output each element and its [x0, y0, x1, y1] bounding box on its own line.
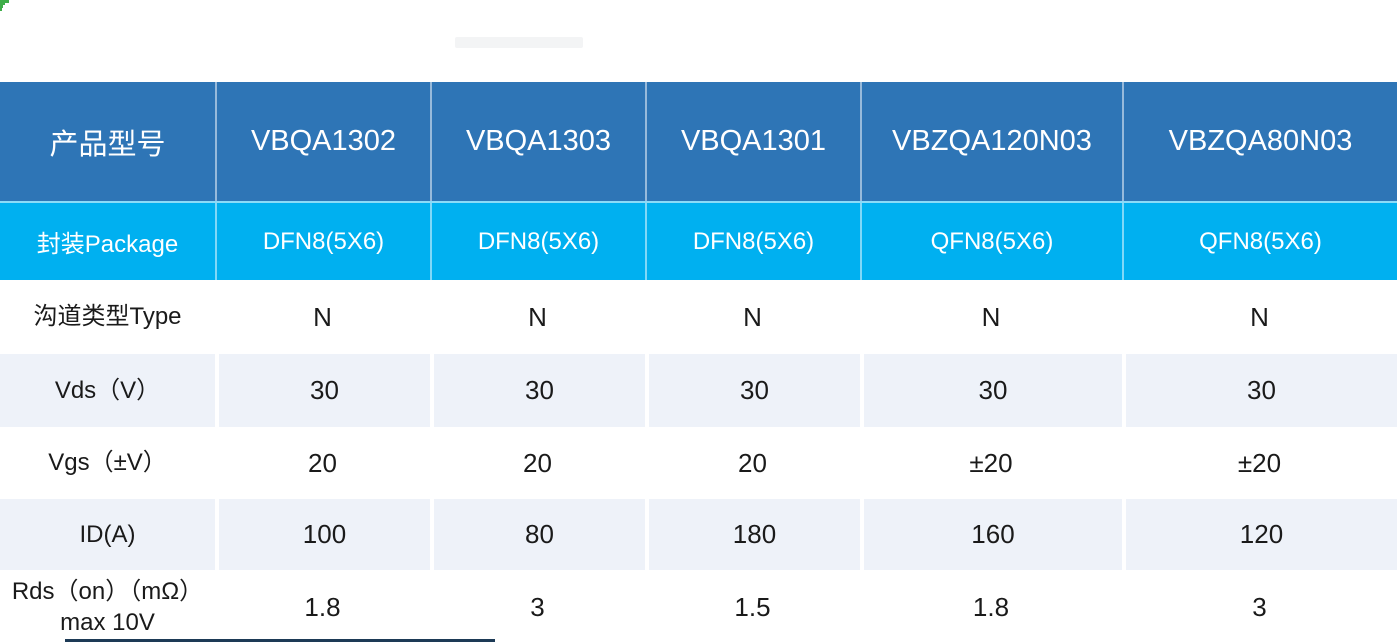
cell-value: 1.8 [304, 591, 341, 622]
cell-value: DFN8(5X6) [645, 203, 860, 280]
cell-value: N [313, 301, 332, 332]
cell-value: 120 [1122, 499, 1397, 570]
cell-value: 30 [645, 354, 860, 427]
cell-value: QFN8(5X6) [1122, 203, 1397, 280]
cell-value: 30 [860, 354, 1122, 427]
faint-watermark [455, 37, 583, 48]
row-label: Vgs（±V） [48, 449, 167, 477]
cell-value: 3 [530, 591, 545, 622]
row-label: 封装Package [36, 231, 179, 258]
cell-value: 160 [860, 499, 1122, 570]
cell-value: 100 [215, 499, 430, 570]
cell-value: DFN8(5X6) [430, 203, 645, 280]
cell-value: 180 [645, 499, 860, 570]
cell-value: 80 [430, 499, 645, 570]
header-cell-model-1: VBQA1302 [215, 82, 430, 201]
cell-value: 30 [215, 354, 430, 427]
cell-value: 20 [308, 447, 337, 478]
table-row-vgs: Vgs（±V） 20 20 20 ±20 ±20 [0, 427, 1397, 499]
table-row-package: 封装Package DFN8(5X6) DFN8(5X6) DFN8(5X6) … [0, 201, 1397, 280]
cell-value: N [1250, 301, 1269, 332]
header-cell-model-5: VBZQA80N03 [1122, 82, 1397, 201]
cell-value: 1.5 [734, 591, 771, 622]
header-cell-model-2: VBQA1303 [430, 82, 645, 201]
table-row-id: ID(A) 100 80 180 160 120 [0, 499, 1397, 570]
cell-value: 1.8 [972, 591, 1010, 622]
cell-value: ±20 [1237, 447, 1282, 478]
row-label: Rds（on）（mΩ）max 10V [11, 577, 204, 636]
table-row-channel-type: 沟道类型Type N N N N N [0, 280, 1397, 354]
product-spec-table: 产品型号 VBQA1302 VBQA1303 VBQA1301 VBZQA120… [0, 82, 1397, 642]
header-cell-product-model: 产品型号 [49, 128, 166, 161]
header-cell-model-4: VBZQA120N03 [860, 82, 1122, 201]
cell-value: QFN8(5X6) [860, 203, 1122, 280]
row-label: Vds（V） [0, 354, 215, 427]
cell-value: DFN8(5X6) [215, 203, 430, 280]
green-corner-glyph-icon [0, 0, 9, 11]
header-cell-model-3: VBQA1301 [645, 82, 860, 201]
cell-value: N [528, 301, 547, 332]
table-header-row: 产品型号 VBQA1302 VBQA1303 VBQA1301 VBZQA120… [0, 82, 1397, 201]
clipped-next-row-edge [65, 639, 495, 642]
row-label: 沟道类型Type [33, 303, 182, 331]
cell-value: N [743, 301, 762, 332]
cell-value: N [981, 301, 1001, 332]
cell-value: 30 [430, 354, 645, 427]
cell-value: 3 [1252, 591, 1267, 622]
table-row-vds: Vds（V） 30 30 30 30 30 [0, 354, 1397, 427]
cell-value: 20 [738, 447, 767, 478]
cell-value: 30 [1122, 354, 1397, 427]
table-row-rds-on: Rds（on）（mΩ）max 10V 1.8 3 1.5 1.8 3 [0, 570, 1397, 642]
cell-value: 20 [523, 447, 552, 478]
cell-value: ±20 [969, 447, 1013, 478]
row-label: ID(A) [0, 499, 215, 570]
